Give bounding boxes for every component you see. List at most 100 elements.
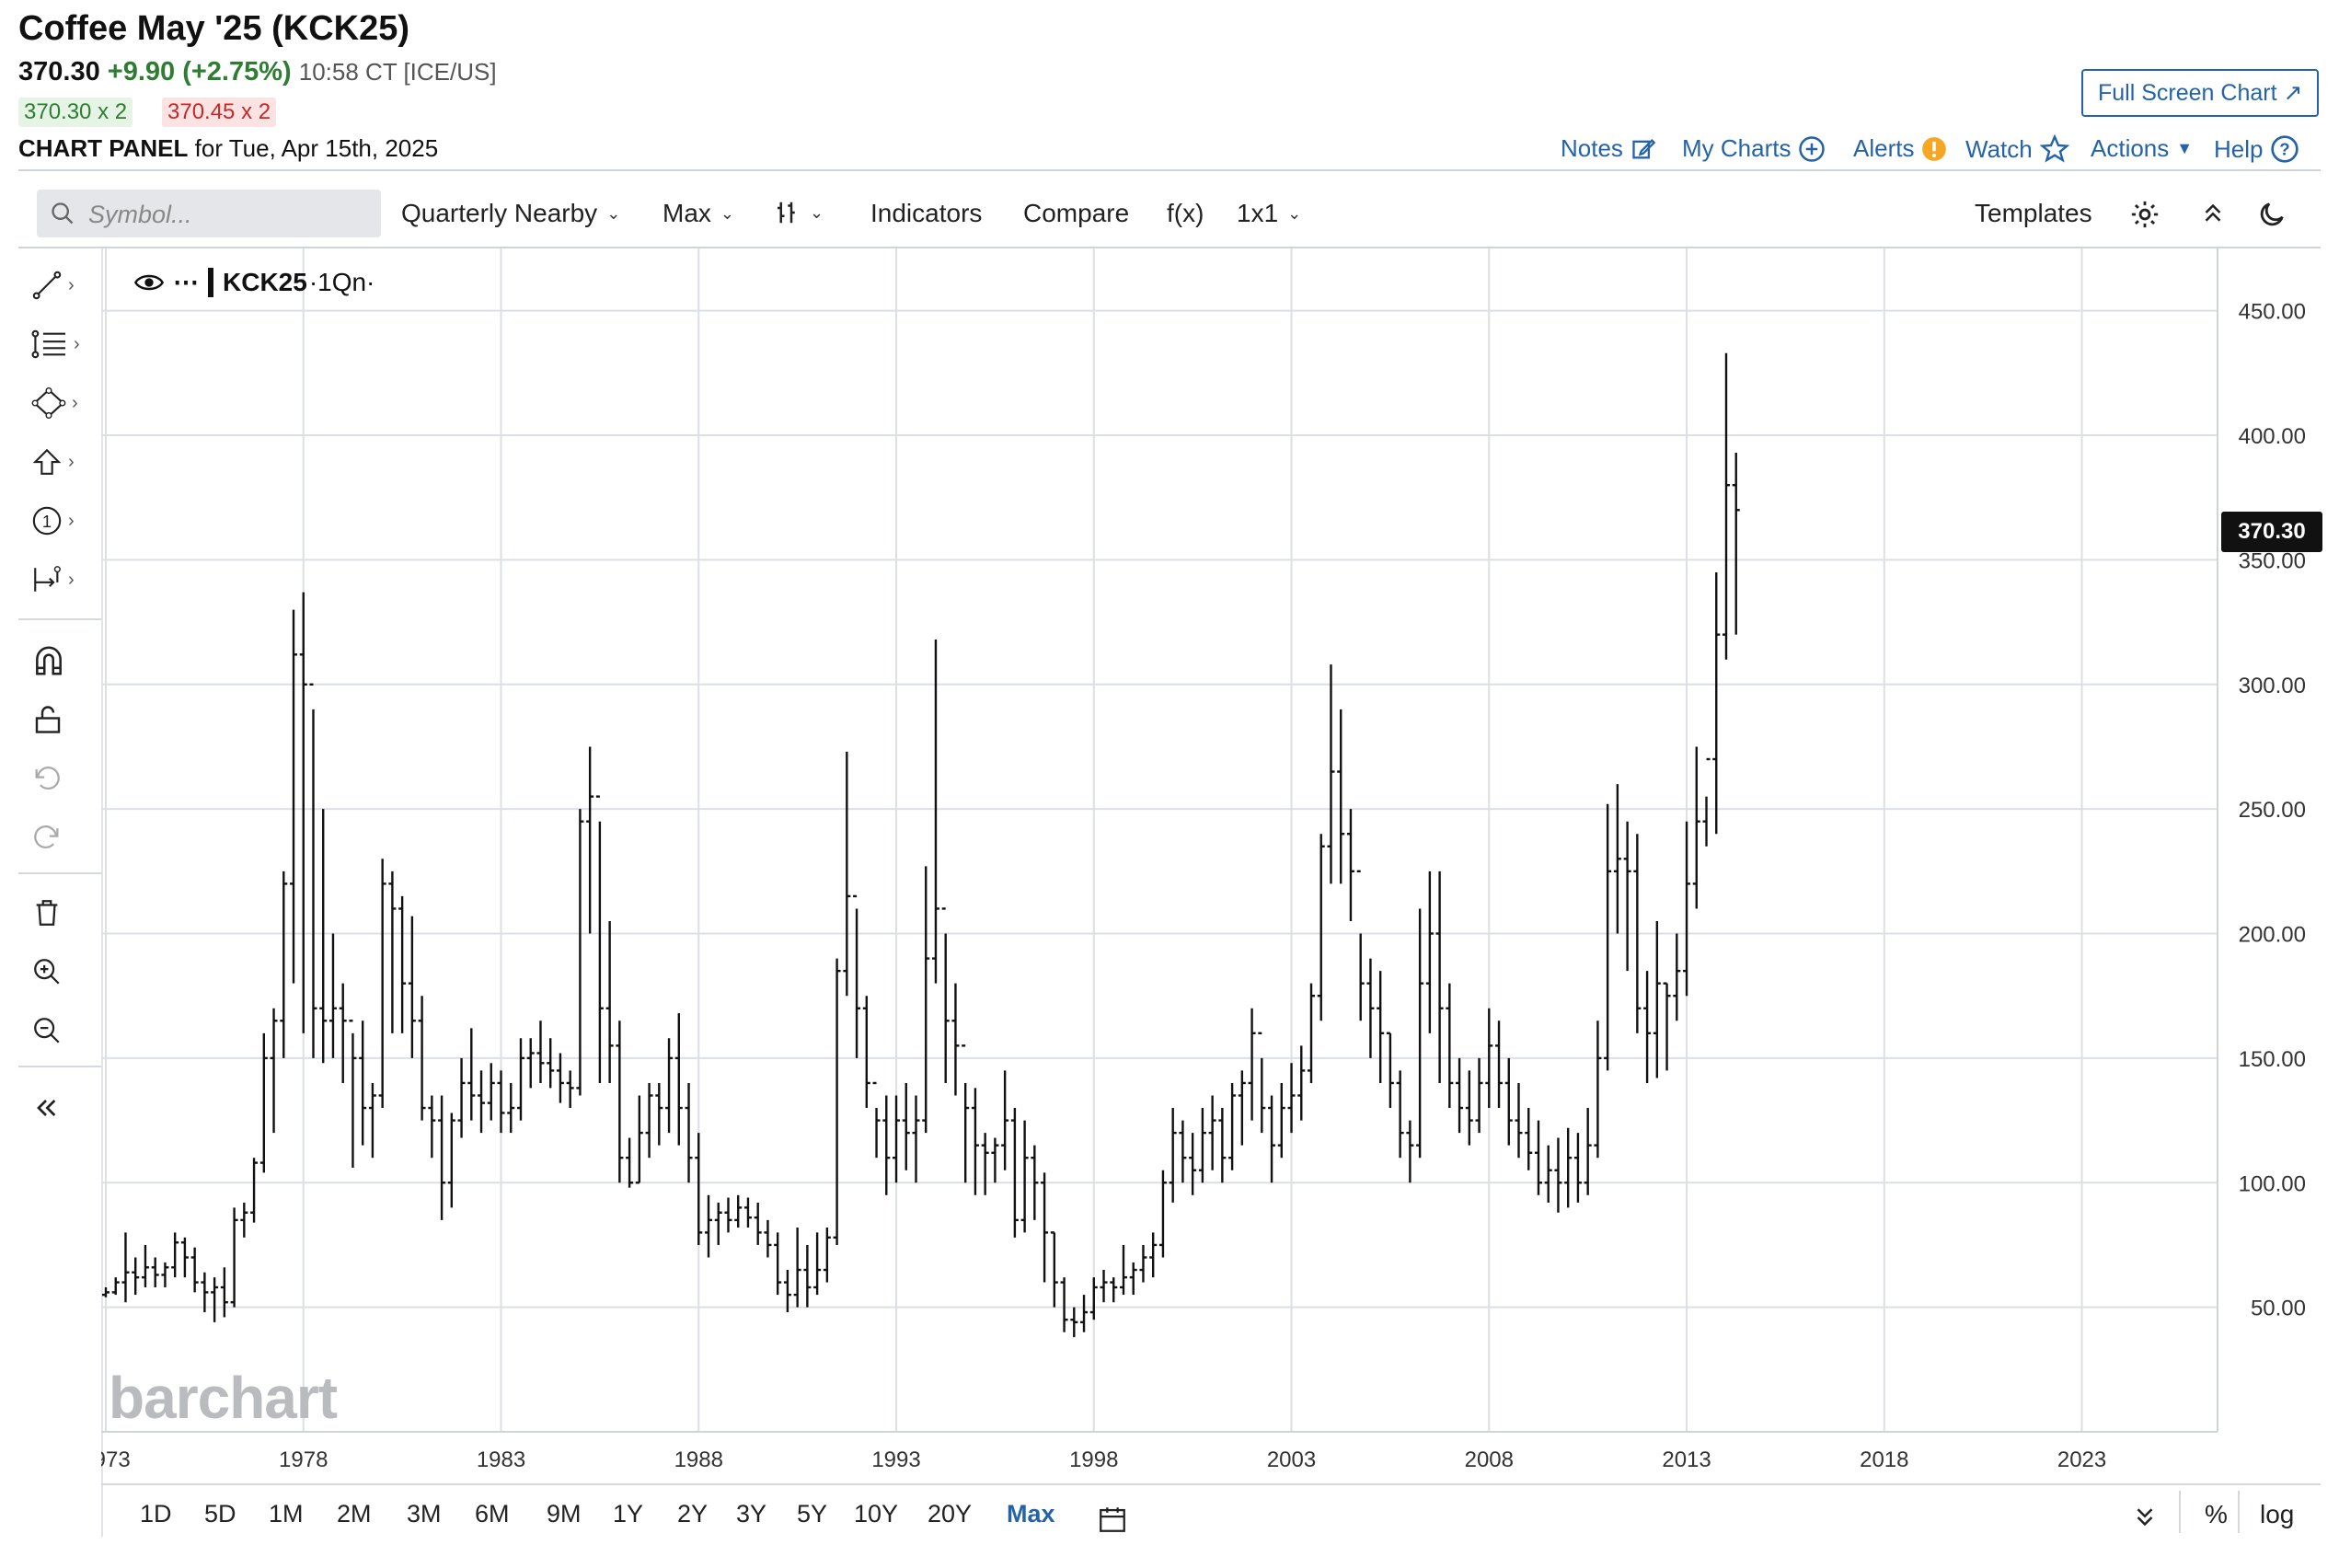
ohlc-bar: [1346, 809, 1354, 921]
chevron-down-icon: ⌄: [1287, 203, 1302, 223]
ohlc-bar: [1564, 1127, 1573, 1208]
templates-button[interactable]: Templates: [1975, 199, 2092, 228]
barchart-watermark: barchart: [109, 1365, 338, 1431]
arrow-tool[interactable]: ›: [31, 444, 105, 480]
tool-divider: [18, 1066, 101, 1067]
ohlc-bar: [1584, 1108, 1592, 1195]
full-screen-chart-button[interactable]: Full Screen Chart ↗: [2081, 69, 2320, 117]
ohlc-bar: [1446, 983, 1454, 1109]
function-button[interactable]: f(x): [1167, 199, 1204, 228]
ohlc-bar: [1554, 1137, 1562, 1213]
alerts-link[interactable]: Alerts: [1853, 134, 1947, 163]
ohlc-bar: [1435, 870, 1444, 1083]
timeframe-10y[interactable]: 10Y: [854, 1500, 899, 1528]
more-options-icon[interactable]: ⋯: [173, 268, 199, 296]
ohlc-bar: [1573, 1133, 1582, 1203]
calendar-icon[interactable]: [1097, 1504, 1128, 1535]
symbol-search-input[interactable]: Symbol...: [37, 190, 381, 237]
ohlc-bar: [1663, 982, 1671, 1071]
timeframe-9m[interactable]: 9M: [547, 1500, 582, 1528]
ohlc-bar: [1308, 983, 1316, 1083]
price-chart[interactable]: 50.00 100.00 150.00 200.00 250.00 300.00 350.0…: [101, 248, 2337, 1483]
ohlc-bar: [1722, 352, 1730, 660]
watch-link[interactable]: Watch: [1965, 134, 2069, 164]
ohlc-bar: [1169, 1108, 1177, 1203]
x-tick-label: 1983: [477, 1447, 525, 1472]
ohlc-bar: [931, 640, 939, 984]
timeframe-2m[interactable]: 2M: [337, 1500, 372, 1528]
ohlc-bar: [872, 1081, 881, 1159]
ohlc-bar: [378, 859, 386, 1109]
ohlc-bar: [1456, 1057, 1464, 1134]
timeframe-max[interactable]: Max: [1007, 1500, 1055, 1528]
timeframe-6m[interactable]: 6M: [475, 1500, 510, 1528]
ohlc-bar: [171, 1232, 179, 1278]
ohlc-bar: [1228, 1082, 1237, 1170]
zoom-in-button[interactable]: [31, 953, 105, 990]
undo-button[interactable]: [31, 760, 105, 797]
delete-drawings-button[interactable]: [31, 894, 105, 931]
magnet-tool[interactable]: [31, 642, 105, 679]
period-dropdown[interactable]: Quarterly Nearby ⌄: [401, 199, 620, 228]
timeframe-1y[interactable]: 1Y: [613, 1500, 644, 1528]
ohlc-bar: [1366, 958, 1375, 1058]
dark-mode-toggle[interactable]: [2256, 199, 2287, 230]
ask-chip: 370.45 x 2: [162, 98, 277, 127]
ohlc-bar: [1643, 971, 1652, 1083]
indicators-label: Indicators: [870, 199, 983, 227]
double-chevron-up-icon: [2205, 203, 2221, 222]
layout-dropdown[interactable]: 1x1 ⌄: [1237, 199, 1301, 228]
ohlc-bar: [211, 1277, 219, 1322]
annotation-tool[interactable]: 1 ›: [31, 502, 105, 539]
ohlc-bar: [1406, 1120, 1414, 1183]
help-link[interactable]: Help ?: [2214, 134, 2299, 164]
ohlc-bar: [388, 870, 397, 1033]
settings-button[interactable]: [2129, 199, 2160, 230]
chart-type-dropdown[interactable]: ⌄: [773, 199, 824, 226]
timeframe-5d[interactable]: 5D: [204, 1500, 236, 1528]
timeframe-5y[interactable]: 5Y: [797, 1500, 828, 1528]
collapse-toolbar-button[interactable]: [31, 1090, 105, 1126]
redo-button[interactable]: [31, 819, 105, 856]
compare-button[interactable]: Compare: [1023, 199, 1129, 228]
ohlc-bar: [319, 809, 328, 1064]
measure-tool[interactable]: ›: [31, 561, 105, 598]
my-charts-link[interactable]: My Charts: [1682, 134, 1826, 163]
ohlc-bar: [941, 907, 950, 1083]
range-dropdown[interactable]: Max ⌄: [663, 199, 734, 228]
double-chevron-down-icon[interactable]: [2131, 1504, 2159, 1531]
templates-label: Templates: [1975, 199, 2092, 227]
unlock-icon: [35, 706, 61, 733]
ohlc-bar: [526, 1038, 535, 1089]
timeframe-3m[interactable]: 3M: [407, 1500, 442, 1528]
timeframe-20y[interactable]: 20Y: [928, 1500, 973, 1528]
log-toggle[interactable]: log: [2260, 1500, 2294, 1529]
indicators-button[interactable]: Indicators: [870, 199, 982, 228]
notes-link[interactable]: Notes: [1561, 134, 1656, 163]
fibonacci-tool[interactable]: ›: [31, 326, 105, 363]
ohlc-bar: [1712, 571, 1721, 835]
x-tick-label: 1993: [871, 1447, 920, 1472]
ohlc-bar: [616, 1020, 624, 1183]
eye-icon[interactable]: [134, 271, 164, 294]
percent-toggle[interactable]: %: [2205, 1500, 2228, 1529]
log-label: log: [2260, 1500, 2295, 1528]
ohlc-bar: [280, 870, 288, 1058]
actions-menu[interactable]: Actions ▼: [2091, 134, 2193, 163]
zoom-out-button[interactable]: [31, 1012, 105, 1049]
timeframe-3y[interactable]: 3Y: [736, 1500, 767, 1528]
lock-tool[interactable]: [31, 701, 105, 738]
timeframe-2y[interactable]: 2Y: [677, 1500, 709, 1528]
ohlc-bar: [180, 1237, 189, 1278]
timeframe-1m[interactable]: 1M: [269, 1500, 304, 1528]
ohlc-bar: [912, 1095, 920, 1183]
trendline-tool[interactable]: ›: [31, 267, 105, 304]
ohlc-bar: [605, 920, 614, 1083]
collapse-header-button[interactable]: [2199, 199, 2227, 226]
svg-text:1: 1: [42, 512, 52, 531]
timeframe-1d[interactable]: 1D: [140, 1500, 172, 1528]
y-tick-label: 50.00: [2251, 1297, 2306, 1321]
ohlc-bar: [1001, 1070, 1009, 1170]
shapes-tool[interactable]: ›: [31, 385, 105, 421]
ohlc-bar: [922, 866, 930, 1134]
